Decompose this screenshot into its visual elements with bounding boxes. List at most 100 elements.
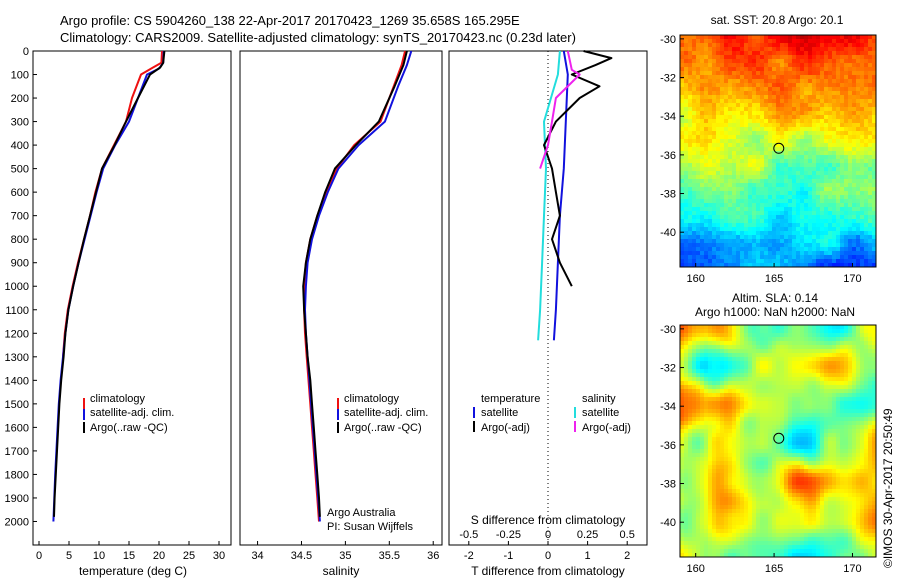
map-cell: [748, 219, 753, 224]
map-cell: [832, 353, 837, 358]
map-cell: [684, 111, 689, 116]
map-cell: [684, 405, 689, 410]
map-cell: [704, 461, 709, 466]
map-cell: [716, 329, 721, 334]
map-cell: [780, 83, 785, 88]
map-cell: [708, 485, 713, 490]
map-cell: [712, 111, 717, 116]
map-cell: [764, 231, 769, 236]
map-cell: [844, 337, 849, 342]
map-cell: [840, 83, 845, 88]
map-cell: [696, 119, 701, 124]
map-cell: [856, 35, 861, 40]
map-cell: [792, 115, 797, 120]
map-cell: [816, 469, 821, 474]
map-cell: [840, 421, 845, 426]
map-cell: [860, 111, 865, 116]
map-cell: [812, 123, 817, 128]
map-cell: [684, 337, 689, 342]
map-cell: [724, 39, 729, 44]
map-cell: [764, 389, 769, 394]
map-cell: [832, 337, 837, 342]
x-tick-label: 15: [123, 550, 135, 562]
map-cell: [784, 63, 789, 68]
map-cell: [688, 357, 693, 362]
map-cell: [700, 243, 705, 248]
map-cell: [688, 195, 693, 200]
map-cell: [772, 103, 777, 108]
map-cell: [816, 453, 821, 458]
map-cell: [836, 349, 841, 354]
map-cell: [860, 251, 865, 256]
map-cell: [808, 377, 813, 382]
map-cell: [812, 341, 817, 346]
map-cell: [716, 211, 721, 216]
map-cell: [680, 453, 685, 458]
map-cell: [856, 119, 861, 124]
map-cell: [864, 91, 869, 96]
map-cell: [764, 103, 769, 108]
map-cell: [748, 147, 753, 152]
map-cell: [848, 47, 853, 52]
map-cell: [796, 235, 801, 240]
map-cell: [824, 409, 829, 414]
map-cell: [688, 59, 693, 64]
map-cell: [704, 409, 709, 414]
map-cell: [848, 373, 853, 378]
map-cell: [860, 187, 865, 192]
map-cell: [696, 151, 701, 156]
map-cell: [688, 123, 693, 128]
map-cell: [760, 231, 765, 236]
map-cell: [720, 381, 725, 386]
map-cell: [804, 63, 809, 68]
map-cell: [872, 417, 877, 422]
map-cell: [828, 175, 833, 180]
map-cell: [872, 453, 877, 458]
map-cell: [796, 337, 801, 342]
map-cell: [748, 143, 753, 148]
map-cell: [828, 63, 833, 68]
map-cell: [848, 417, 853, 422]
map-cell: [728, 393, 733, 398]
map-cell: [696, 99, 701, 104]
map-cell: [732, 441, 737, 446]
map-cell: [704, 247, 709, 252]
map-cell: [700, 449, 705, 454]
map-cell: [868, 429, 873, 434]
map-cell: [824, 215, 829, 220]
map-cell: [836, 203, 841, 208]
map-cell: [788, 389, 793, 394]
map-cell: [872, 67, 877, 72]
map-cell: [780, 79, 785, 84]
map-cell: [708, 401, 713, 406]
map-cell: [744, 175, 749, 180]
map-cell: [752, 259, 757, 264]
map-cell: [800, 409, 805, 414]
map-cell: [804, 457, 809, 462]
map-cell: [848, 135, 853, 140]
map-cell: [792, 91, 797, 96]
map-cell: [760, 135, 765, 140]
map-cell: [740, 349, 745, 354]
map-cell: [864, 429, 869, 434]
map-cell: [792, 341, 797, 346]
map-cell: [840, 211, 845, 216]
map-cell: [784, 473, 789, 478]
map-cell: [760, 211, 765, 216]
map-cell: [796, 159, 801, 164]
map-cell: [724, 341, 729, 346]
map-cell: [816, 175, 821, 180]
map-cell: [768, 87, 773, 92]
map-cell: [724, 191, 729, 196]
map-cell: [832, 207, 837, 212]
map-cell: [716, 231, 721, 236]
map-cell: [792, 477, 797, 482]
map-cell: [800, 139, 805, 144]
map-cell: [696, 203, 701, 208]
map-cell: [768, 79, 773, 84]
map-cell: [856, 405, 861, 410]
map-cell: [752, 397, 757, 402]
map-cell: [816, 139, 821, 144]
map-cell: [696, 175, 701, 180]
map-cell: [840, 55, 845, 60]
